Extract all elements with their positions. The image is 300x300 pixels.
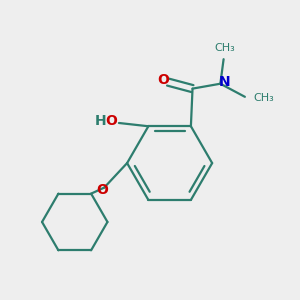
Text: H: H (95, 114, 107, 128)
Text: O: O (105, 114, 117, 128)
Text: N: N (218, 75, 230, 89)
Text: O: O (157, 74, 169, 88)
Text: CH₃: CH₃ (215, 43, 236, 53)
Text: O: O (97, 183, 109, 197)
Text: CH₃: CH₃ (253, 93, 274, 103)
